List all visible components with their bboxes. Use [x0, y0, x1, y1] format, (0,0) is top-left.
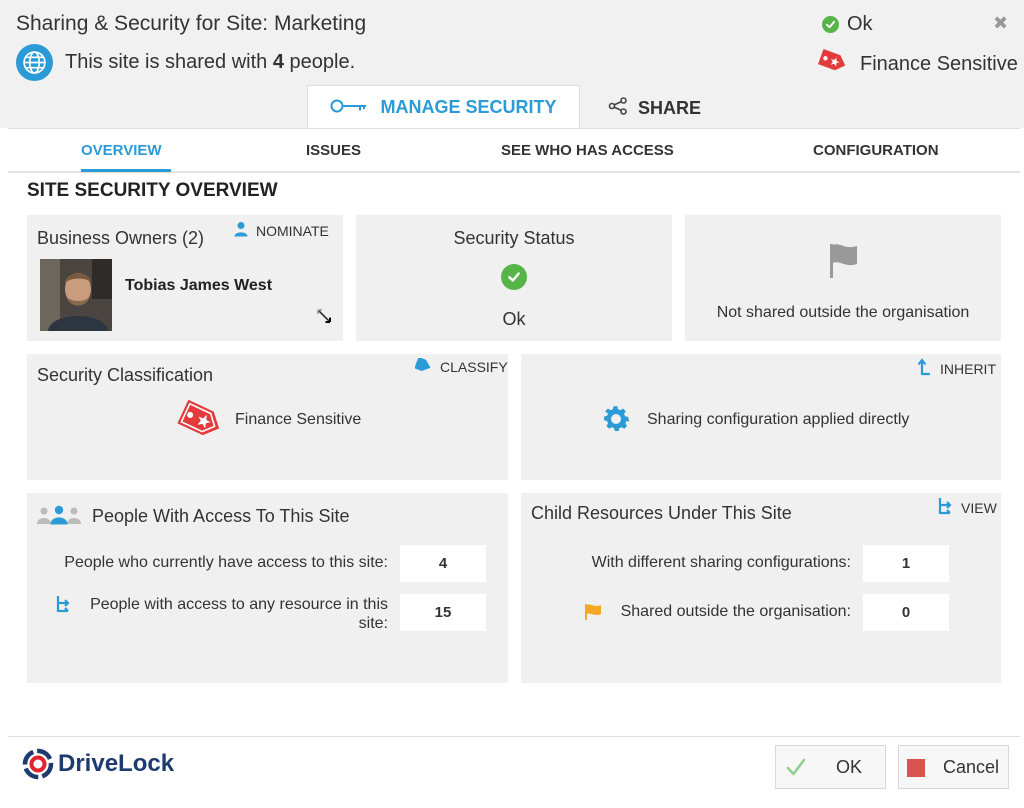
subnav-issues[interactable]: ISSUES	[306, 142, 362, 159]
people-group-icon	[37, 505, 81, 530]
flag-icon	[828, 242, 860, 285]
security-status-title: Security Status	[453, 228, 575, 248]
subnav-active-indicator	[81, 169, 171, 172]
nominate-button[interactable]: NOMINATE	[234, 221, 329, 240]
hierarchy-icon	[937, 497, 953, 518]
person-icon	[234, 221, 248, 240]
security-classification-card: Security Classification CLASSIFY Finance…	[27, 354, 508, 480]
child-different-config-value: 1	[863, 545, 949, 582]
people-access-title: People With Access To This Site	[92, 506, 350, 526]
inherit-text: Sharing configuration applied directly	[647, 411, 910, 428]
tab-manage-security[interactable]: MANAGE SECURITY	[307, 85, 580, 129]
ok-label: OK	[836, 757, 863, 777]
nominate-label: NOMINATE	[256, 222, 329, 239]
header-classification-text: Finance Sensitive	[860, 52, 1018, 75]
shared-count: 4	[272, 51, 284, 73]
people-any-resource-label: People with access to any resource in th…	[90, 596, 388, 632]
section-title: SITE SECURITY OVERVIEW	[27, 180, 278, 201]
flag-icon	[584, 603, 602, 626]
security-classification-title: Security Classification	[37, 365, 214, 385]
shared-summary: This site is shared with 4 people.	[65, 51, 356, 73]
security-status-value: Ok	[502, 309, 526, 329]
ok-button[interactable]: OK	[775, 745, 886, 789]
security-status-card: Security Status Ok	[356, 215, 672, 341]
inherit-button[interactable]: INHERIT	[917, 358, 996, 379]
people-any-resource-value: 15	[400, 594, 486, 631]
subnav-overview[interactable]: OVERVIEW	[81, 142, 162, 159]
dialog-title: Sharing & Security for Site: Marketing	[16, 12, 367, 35]
header-status: Ok	[822, 13, 873, 36]
inherit-arrow-icon	[917, 358, 932, 379]
globe-icon	[16, 44, 53, 81]
share-icon	[608, 96, 628, 120]
gear-icon	[599, 402, 633, 441]
owner-name[interactable]: Tobias James West	[125, 277, 273, 294]
drivelock-logo-text: DriveLock	[58, 750, 175, 777]
subnav: OVERVIEW ISSUES SEE WHO HAS ACCESS CONFI…	[8, 128, 1020, 173]
check-circle-icon	[501, 264, 527, 290]
tab-manage-security-label: MANAGE SECURITY	[380, 97, 557, 117]
footer-divider	[8, 736, 1020, 737]
classification-value: Finance Sensitive	[235, 411, 362, 428]
expand-icon[interactable]	[315, 307, 333, 325]
cancel-label: Cancel	[943, 757, 1000, 777]
view-button[interactable]: VIEW	[937, 497, 997, 518]
child-different-config-label: With different sharing configurations:	[591, 554, 851, 571]
hierarchy-icon	[55, 595, 71, 618]
check-icon	[785, 756, 807, 783]
sensitive-tag-icon	[816, 47, 850, 81]
external-sharing-text: Not shared outside the organisation	[716, 304, 970, 321]
sensitive-tag-icon	[175, 398, 227, 447]
subnav-configuration[interactable]: CONFIGURATION	[813, 142, 939, 159]
classify-button[interactable]: CLASSIFY	[414, 356, 508, 375]
dialog-header: Sharing & Security for Site: Marketing O…	[0, 0, 1024, 129]
drivelock-logo-icon	[22, 748, 54, 780]
drivelock-logo: DriveLock	[22, 748, 174, 780]
tab-share-label: SHARE	[638, 97, 702, 118]
check-circle-icon	[822, 16, 839, 33]
external-sharing-card: Not shared outside the organisation	[685, 215, 1001, 341]
cancel-button[interactable]: Cancel	[898, 745, 1009, 789]
child-resources-title: Child Resources Under This Site	[531, 503, 792, 523]
tag-icon	[414, 356, 432, 375]
child-shared-outside-label: Shared outside the organisation:	[620, 603, 851, 620]
people-current-label: People who currently have access to this…	[64, 554, 388, 571]
tab-share[interactable]: SHARE	[608, 92, 701, 124]
header-status-text: Ok	[847, 13, 873, 35]
header-classification: Finance Sensitive	[816, 47, 1018, 81]
stop-square-icon	[907, 759, 925, 777]
child-resources-card: Child Resources Under This Site VIEW	[521, 493, 1001, 683]
subnav-see-who-has-access[interactable]: SEE WHO HAS ACCESS	[501, 142, 674, 159]
close-icon[interactable]: ✖	[993, 13, 1009, 33]
business-owners-title: Business Owners (2)	[37, 228, 205, 248]
avatar	[40, 259, 112, 331]
classify-label: CLASSIFY	[440, 358, 508, 375]
people-current-value: 4	[400, 545, 486, 582]
child-shared-outside-value: 0	[863, 594, 949, 631]
key-icon	[330, 97, 368, 118]
view-label: VIEW	[961, 499, 997, 516]
inherit-label: INHERIT	[940, 360, 996, 377]
sharing-inheritance-card: INHERIT Sharing configuration applied di…	[521, 354, 1001, 480]
people-access-card: People With Access To This Site	[27, 493, 508, 683]
